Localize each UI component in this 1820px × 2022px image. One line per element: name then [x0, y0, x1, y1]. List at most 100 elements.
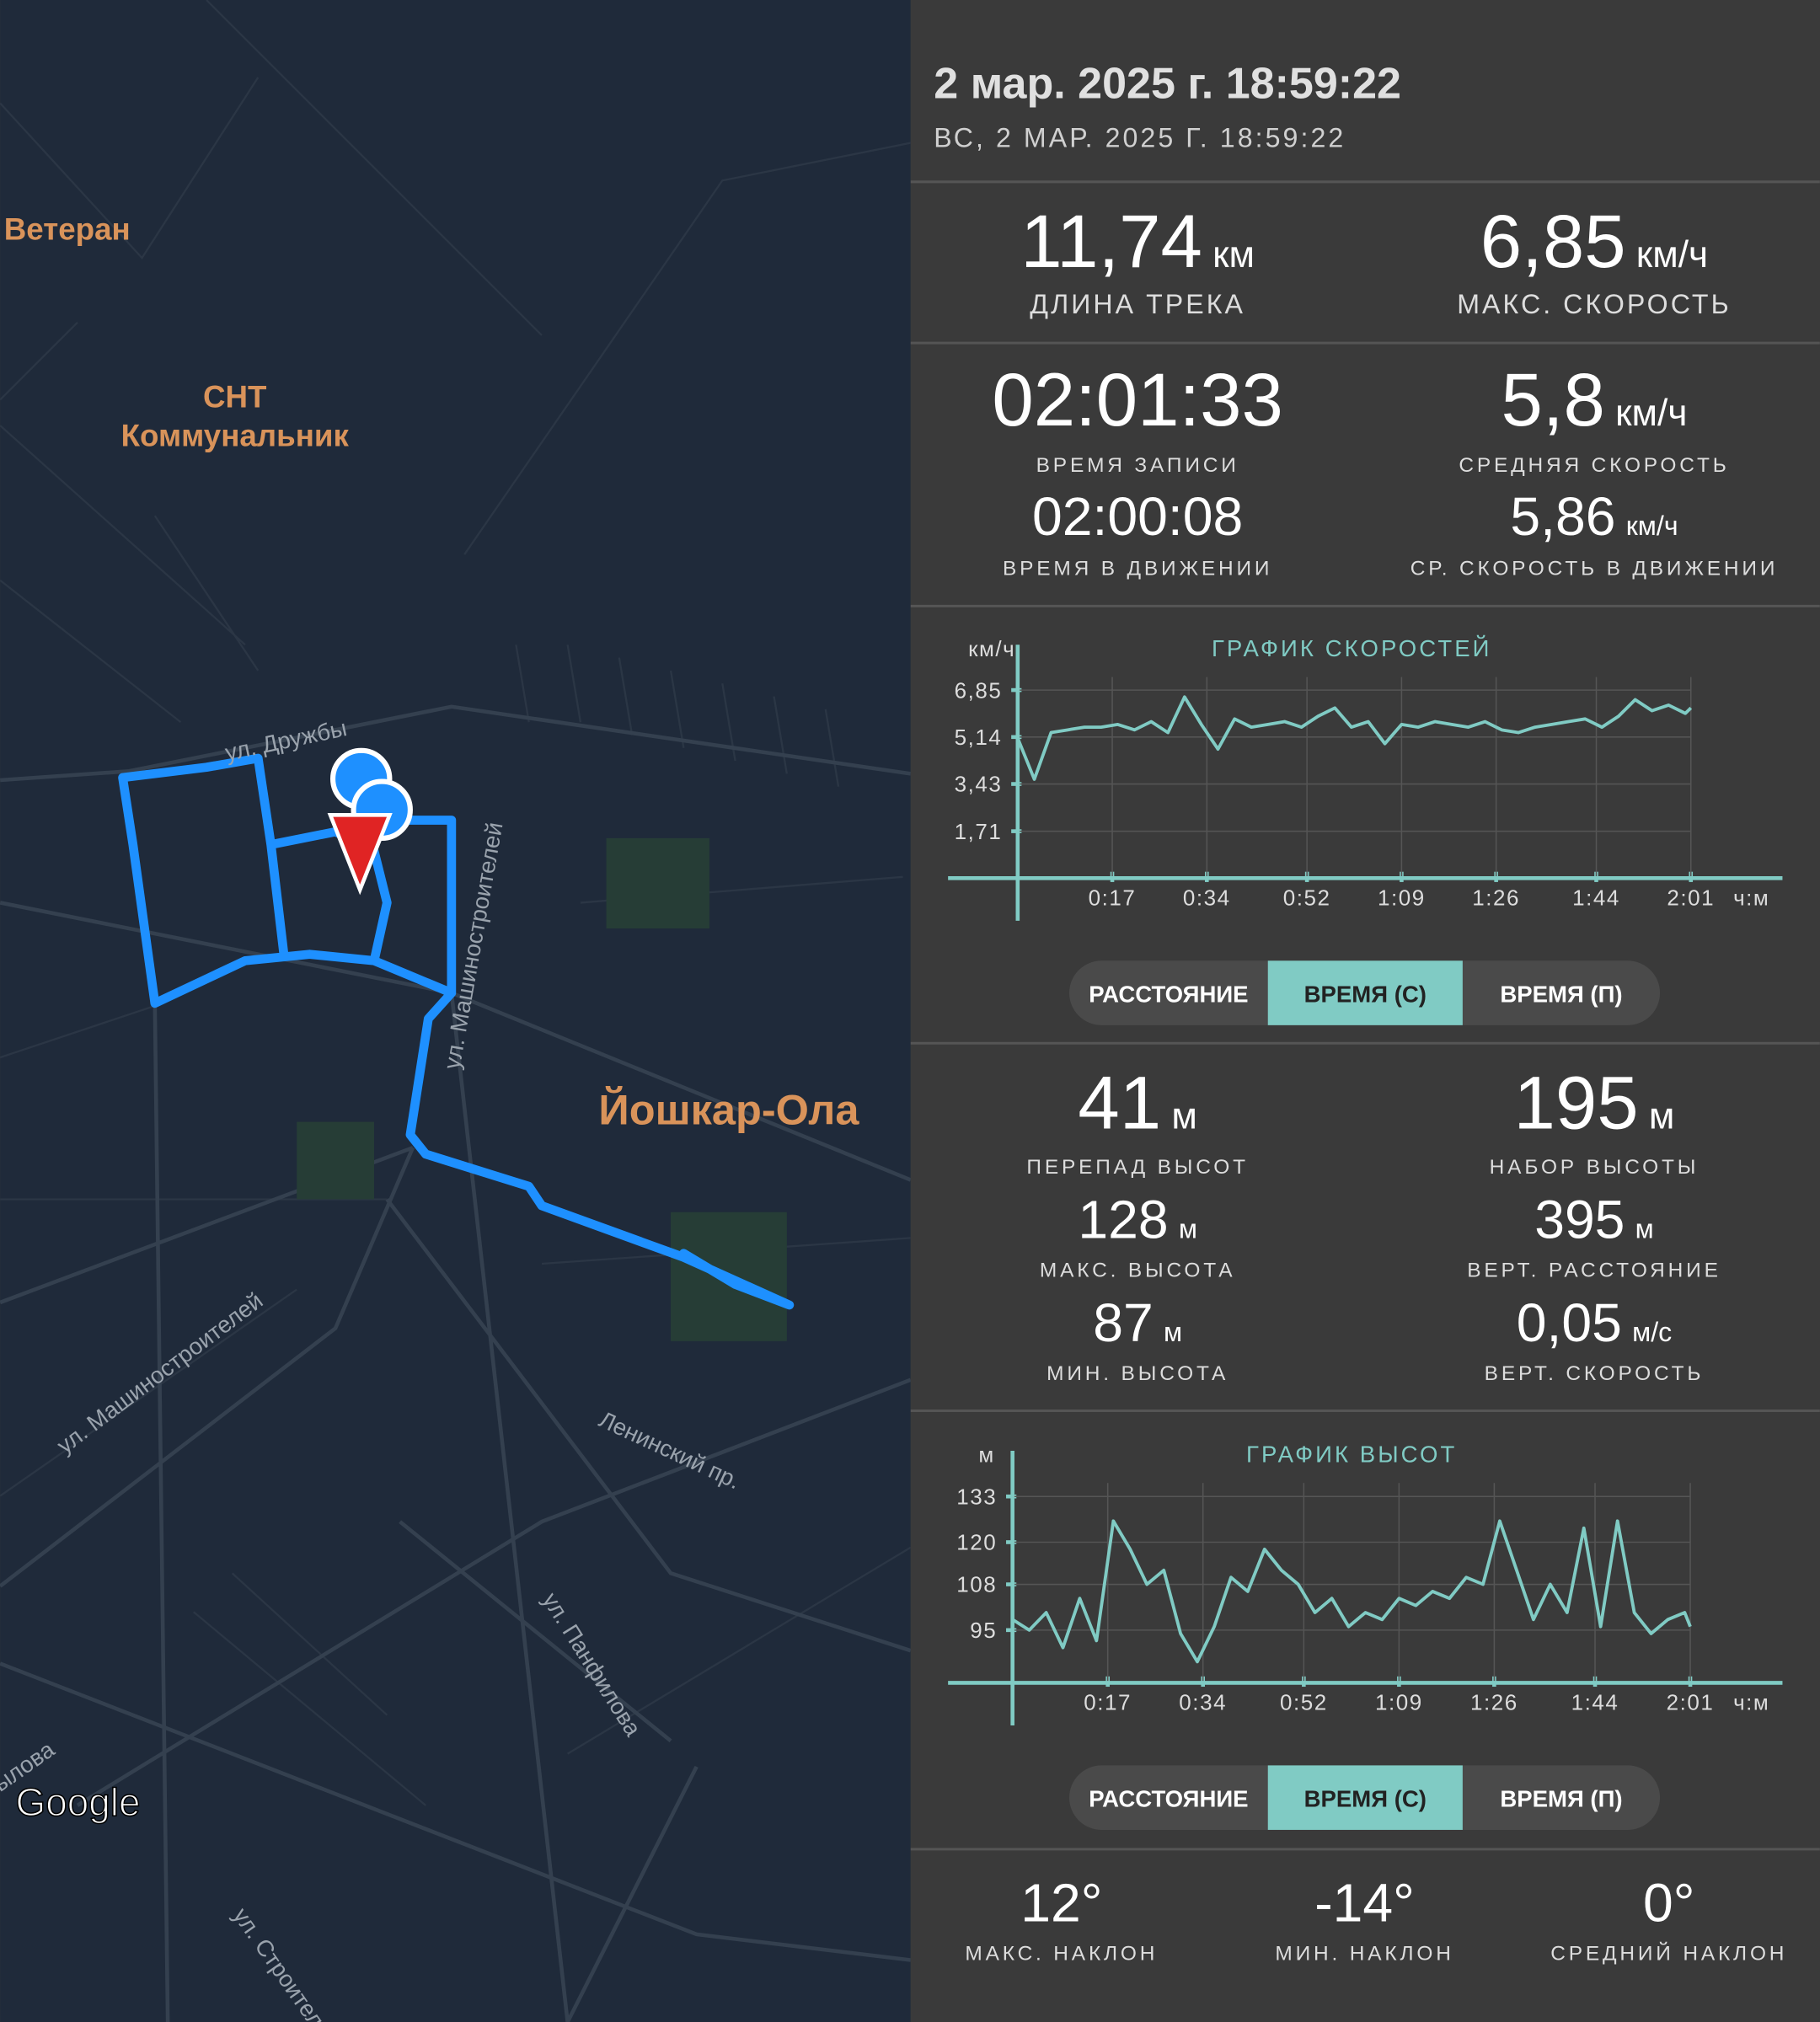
stat-value: 6,85 км/ч	[1480, 200, 1708, 283]
x-tick-label: 1:26	[1470, 1690, 1518, 1715]
data-line	[1011, 1519, 1692, 1664]
y-tick-label: 6,85	[955, 677, 1003, 703]
stat-number: 5,8	[1501, 358, 1604, 441]
x-tick-label: 1:26	[1472, 885, 1520, 910]
x-tick-label: 1:44	[1572, 885, 1620, 910]
park	[297, 1121, 375, 1200]
x-tick-label: 0:34	[1179, 1690, 1227, 1715]
y-axis-label: км/ч	[968, 636, 1015, 661]
x-tick-label: 2:01	[1667, 1690, 1715, 1715]
place-label: СНТ	[203, 380, 267, 415]
minor-roads	[0, 0, 1110, 1806]
stat-number: 02:01:33	[992, 358, 1283, 441]
x-tick-label: 0:17	[1089, 885, 1137, 910]
stat-label: СРЕДНЯЯ СКОРОСТЬ	[1459, 454, 1729, 477]
track	[118, 753, 795, 1310]
header-title: 2 мар. 2025 г. 18:59:22	[934, 59, 1401, 108]
stat-number: 87	[1093, 1292, 1153, 1353]
toggle-option[interactable]: ВРЕМЯ (П)	[1500, 981, 1622, 1007]
place-label: Коммунальник	[121, 419, 350, 453]
toggle-selected[interactable]	[1267, 1765, 1463, 1830]
y-tick-label: 3,43	[955, 772, 1003, 797]
toggle-option[interactable]: РАССТОЯНИЕ	[1089, 981, 1248, 1007]
stat-label: МАКС. ВЫСОТА	[1040, 1259, 1235, 1281]
x-tick-label: 1:44	[1571, 1690, 1619, 1715]
stat-unit: м	[1171, 1095, 1197, 1137]
stat-value: 0°	[1643, 1873, 1694, 1934]
place-label: Йошкар-Ола	[598, 1086, 859, 1134]
stat-value: 395 м	[1534, 1189, 1654, 1249]
toggle-option[interactable]: ВРЕМЯ (П)	[1500, 1785, 1622, 1811]
toggle-selected[interactable]	[1267, 960, 1463, 1025]
x-axis-label: ч:м	[1733, 1690, 1769, 1715]
x-tick-label: 0:17	[1084, 1690, 1132, 1715]
stat-unit: м/с	[1632, 1317, 1672, 1347]
stat-label: ВЕРТ. РАССТОЯНИЕ	[1467, 1259, 1721, 1281]
stat-label: НАБОР ВЫСОТЫ	[1490, 1156, 1700, 1179]
stat-value: 41 м	[1078, 1061, 1197, 1144]
stat-label: ВРЕМЯ В ДВИЖЕНИИ	[1003, 558, 1272, 580]
y-tick-label: 120	[956, 1530, 997, 1555]
stat-value: 5,86 км/ч	[1510, 486, 1678, 547]
stat-unit: м	[1179, 1213, 1197, 1244]
toggle-option[interactable]: ВРЕМЯ (С)	[1304, 981, 1427, 1007]
stat-number: 0,05	[1517, 1292, 1622, 1353]
stat-value: -14°	[1314, 1873, 1415, 1934]
x-tick-label: 2:01	[1667, 885, 1715, 910]
y-tick-label: 108	[956, 1572, 997, 1597]
stat-label: ВРЕМЯ ЗАПИСИ	[1036, 454, 1239, 477]
stat-value: 195 м	[1514, 1061, 1675, 1144]
stat-value: 5,8 км/ч	[1501, 358, 1687, 441]
stat-number: 128	[1078, 1189, 1168, 1249]
y-tick-label: 133	[956, 1484, 997, 1509]
stat-unit: км/ч	[1636, 234, 1708, 275]
header-subtitle: ВС, 2 МАР. 2025 Г. 18:59:22	[934, 122, 1346, 152]
stat-number: 395	[1534, 1189, 1625, 1249]
stat-number: 0°	[1643, 1873, 1694, 1934]
place-label: Ветеран	[4, 212, 131, 247]
stat-unit: м	[1635, 1213, 1654, 1244]
stat-unit: м	[1164, 1317, 1182, 1347]
toggle-option[interactable]: ВРЕМЯ (С)	[1304, 1785, 1427, 1811]
stat-label: СРЕДНИЙ НАКЛОН	[1550, 1942, 1787, 1966]
x-tick-label: 0:52	[1283, 885, 1331, 910]
stat-number: 195	[1514, 1061, 1639, 1144]
position-marker[interactable]	[327, 813, 393, 896]
x-tick-label: 1:09	[1378, 885, 1426, 910]
stat-label: МАКС. НАКЛОН	[965, 1943, 1158, 1966]
x-axis-label: ч:м	[1733, 885, 1769, 910]
stat-unit: км/ч	[1626, 511, 1678, 541]
stat-value: 02:01:33	[992, 358, 1283, 441]
x-tick-label: 1:09	[1375, 1690, 1423, 1715]
stat-number: 5,86	[1510, 486, 1615, 547]
chart-title: ГРАФИК ВЫСОТ	[1246, 1442, 1457, 1468]
stat-label: МАКС. СКОРОСТЬ	[1457, 289, 1732, 319]
toggle-option[interactable]: РАССТОЯНИЕ	[1089, 1785, 1248, 1811]
stat-label: МИН. НАКЛОН	[1275, 1943, 1453, 1966]
stat-label: ДЛИНА ТРЕКА	[1030, 289, 1245, 319]
stat-value: 12°	[1020, 1873, 1102, 1934]
stat-label: МИН. ВЫСОТА	[1046, 1362, 1228, 1385]
stat-value: 02:00:08	[1032, 486, 1243, 547]
stat-value: 87 м	[1093, 1292, 1182, 1353]
stat-unit: м	[1649, 1095, 1675, 1137]
stat-label: ВЕРТ. СКОРОСТЬ	[1485, 1362, 1705, 1385]
stat-unit: км/ч	[1615, 393, 1687, 434]
stat-unit: км	[1212, 234, 1255, 275]
y-tick-label: 5,14	[955, 725, 1003, 750]
x-tick-label: 0:34	[1183, 885, 1231, 910]
y-tick-label: 95	[970, 1618, 997, 1643]
stat-label: ПЕРЕПАД ВЫСОТ	[1026, 1156, 1248, 1179]
stat-number: 12°	[1020, 1873, 1102, 1934]
stat-number: 02:00:08	[1032, 486, 1243, 547]
stat-value: 11,74 км	[1020, 200, 1255, 283]
x-tick-label: 0:52	[1280, 1690, 1328, 1715]
park	[606, 837, 709, 929]
stat-number: -14°	[1314, 1873, 1415, 1934]
y-tick-label: 1,71	[955, 819, 1003, 844]
stat-value: 128 м	[1078, 1189, 1197, 1249]
y-axis-label: м	[978, 1442, 994, 1468]
stat-number: 6,85	[1480, 200, 1626, 283]
